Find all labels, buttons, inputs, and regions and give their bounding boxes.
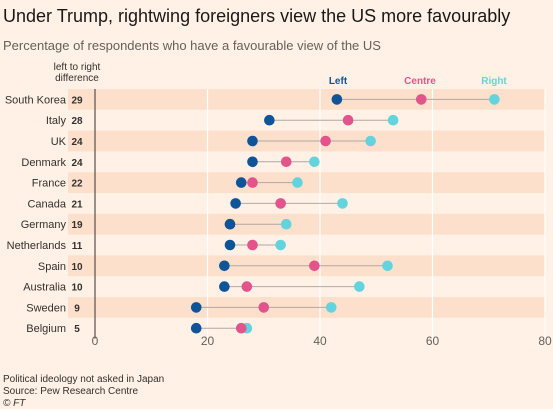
data-point-right — [337, 198, 348, 209]
category-label: Germany — [21, 219, 67, 231]
data-point-centre — [275, 198, 286, 209]
data-point-right — [365, 135, 376, 147]
category-label: France — [32, 178, 66, 190]
x-tick-label: 80 — [538, 334, 552, 348]
difference-label: 29 — [71, 95, 83, 106]
legend: Left Centre Right — [329, 76, 508, 87]
data-point-centre — [241, 281, 253, 292]
category-label: South Korea — [5, 94, 67, 106]
category-label: Belgium — [26, 323, 66, 335]
data-point-centre — [342, 114, 354, 126]
data-point-centre — [247, 177, 258, 188]
difference-label: 21 — [71, 199, 83, 210]
difference-label: 24 — [71, 137, 83, 148]
row-band — [68, 172, 545, 193]
legend-left: Left — [329, 76, 348, 87]
difference-label: 24 — [71, 158, 83, 169]
x-tick-label: 0 — [92, 334, 99, 348]
difference-label: 19 — [71, 220, 83, 231]
difference-label: 22 — [71, 179, 83, 190]
x-tick-label: 20 — [201, 334, 215, 348]
category-label: Netherlands — [7, 240, 67, 252]
category-label: Sweden — [26, 302, 66, 314]
data-point-left — [219, 260, 230, 272]
category-label: Italy — [46, 115, 67, 127]
chart-title: Under Trump, rightwing foreigners view t… — [3, 6, 511, 26]
data-point-left — [230, 198, 241, 209]
legend-centre: Centre — [404, 76, 436, 87]
data-point-left — [190, 322, 202, 334]
difference-header-line: difference — [55, 73, 99, 84]
data-point-centre — [258, 302, 270, 313]
data-point-right — [292, 177, 303, 188]
x-axis: 0 20 40 60 80 — [92, 334, 552, 348]
data-point-left — [219, 281, 230, 292]
data-points — [190, 94, 500, 334]
difference-header-line: left to right — [54, 62, 101, 73]
difference-label: 10 — [71, 283, 83, 294]
difference-label: 11 — [72, 241, 83, 252]
data-point-right — [382, 260, 393, 272]
dot-plot: South Korea 29 Italy 28 UK 24 Denmark 24 France 2… — [5, 62, 552, 348]
data-point-right — [354, 281, 365, 292]
data-point-left — [190, 302, 202, 313]
data-point-right — [489, 94, 500, 105]
x-tick-label: 60 — [426, 334, 440, 348]
data-point-left — [224, 239, 236, 251]
category-label: Spain — [38, 261, 66, 273]
data-point-left — [247, 156, 258, 168]
data-point-left — [331, 94, 343, 105]
data-point-right — [309, 156, 320, 168]
footnote-copyright: © FT — [3, 398, 26, 409]
row-band — [68, 213, 545, 235]
data-point-right — [387, 114, 399, 126]
data-point-centre — [280, 156, 292, 168]
footnote-note: Political ideology not asked in Japan — [3, 374, 165, 385]
difference-label: 5 — [74, 324, 80, 335]
row-labels: South Korea 29 Italy 28 UK 24 Denmark 24 France 2… — [5, 94, 83, 335]
x-tick-label: 40 — [313, 334, 327, 348]
data-point-right — [275, 239, 286, 251]
data-point-left — [235, 177, 247, 188]
category-label: Denmark — [21, 157, 66, 169]
data-point-left — [224, 218, 236, 230]
footnote-source: Source: Pew Research Centre — [3, 386, 139, 397]
data-point-right — [280, 218, 292, 230]
legend-right: Right — [481, 76, 507, 87]
data-point-centre — [309, 260, 320, 272]
category-label: Australia — [23, 282, 67, 294]
category-label: Canada — [27, 198, 66, 210]
row-band — [68, 89, 545, 110]
data-point-centre — [415, 94, 427, 105]
category-label: UK — [51, 136, 67, 148]
difference-label: 28 — [71, 116, 83, 127]
data-point-left — [247, 135, 258, 147]
data-point-left — [264, 114, 275, 126]
chart-subtitle: Percentage of respondents who have a fav… — [3, 38, 381, 53]
data-point-centre — [235, 322, 247, 334]
gridlines — [94, 89, 546, 339]
data-point-centre — [320, 135, 331, 147]
difference-label: 10 — [71, 262, 83, 273]
data-point-centre — [247, 239, 258, 251]
difference-label: 9 — [74, 303, 80, 314]
data-point-right — [325, 302, 337, 313]
